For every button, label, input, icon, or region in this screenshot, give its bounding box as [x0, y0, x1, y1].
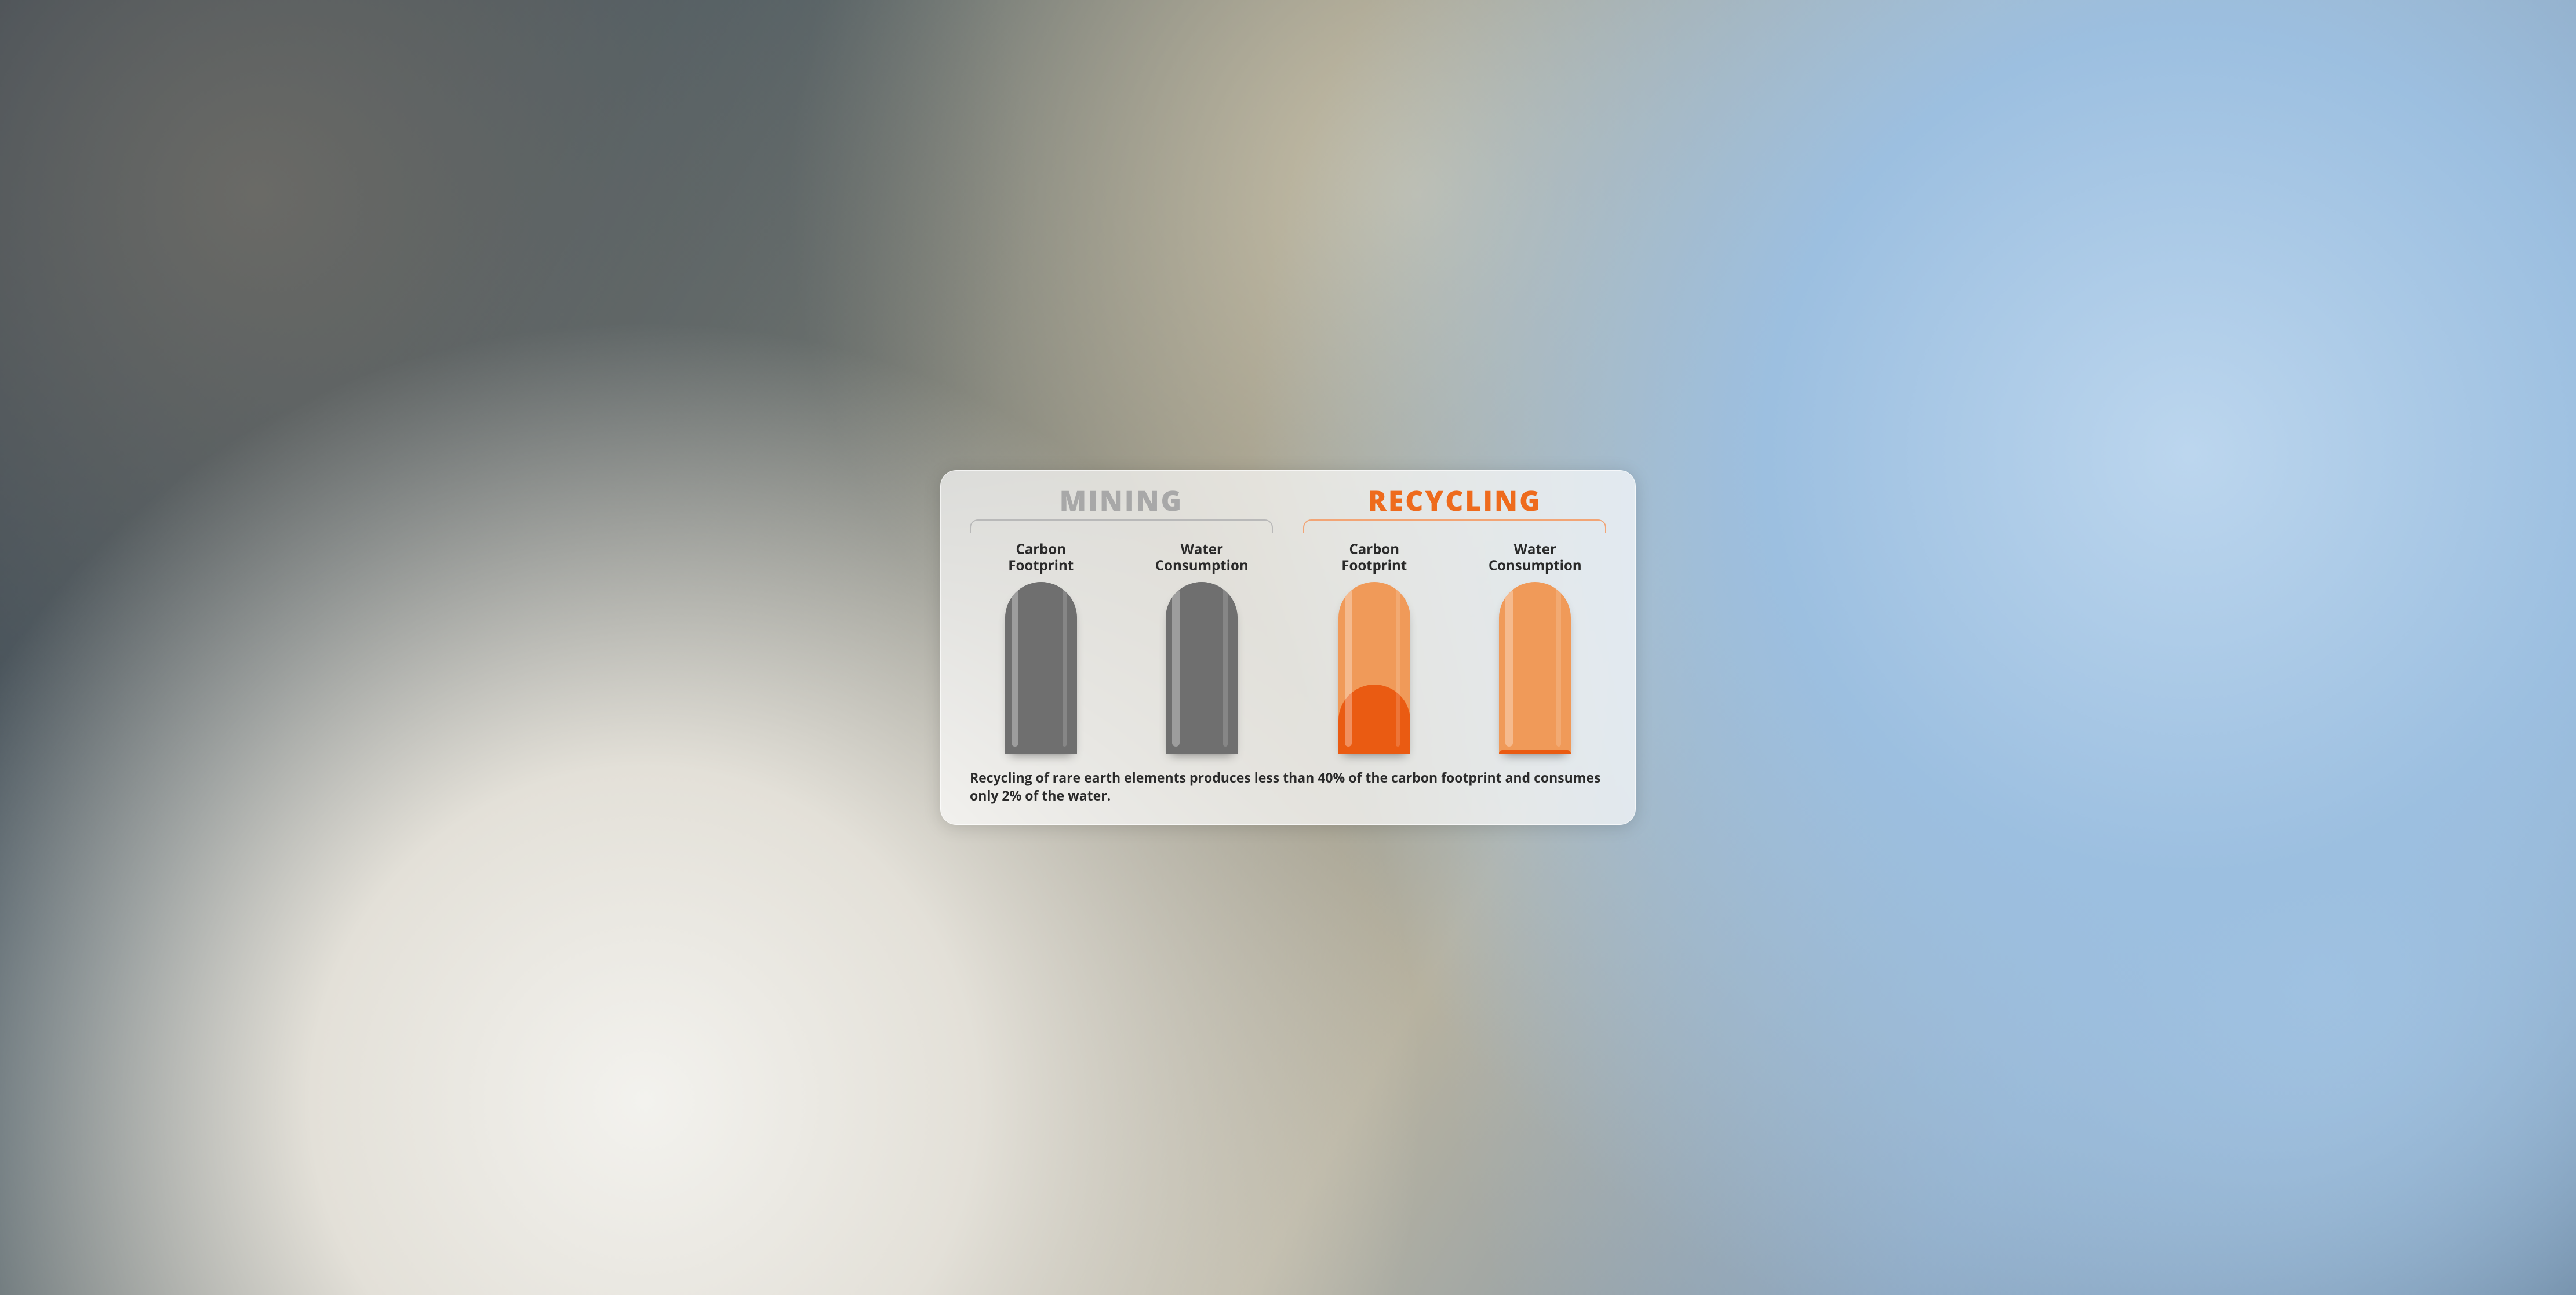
label-line: Consumption [1489, 556, 1582, 575]
metrics-row: Carbon Footprint Water Consumption [966, 536, 1610, 753]
infographic-card: MINING RECYCLING Carbon Footprint [940, 470, 1636, 824]
recycling-title-col: RECYCLING [1300, 487, 1610, 533]
label-line: Footprint [1341, 556, 1407, 575]
mining-carbon-metric: Carbon Footprint [966, 536, 1116, 753]
mining-bracket [970, 519, 1273, 533]
recycling-title: RECYCLING [1300, 487, 1610, 515]
mining-water-label: Water Consumption [1155, 541, 1249, 573]
recycling-carbon-fill [1338, 685, 1410, 753]
mining-title: MINING [966, 487, 1276, 515]
recycling-carbon-capsule [1338, 582, 1410, 754]
mining-carbon-label: Carbon Footprint [1008, 541, 1074, 573]
label-line: Consumption [1155, 556, 1249, 575]
titles-row: MINING RECYCLING [966, 487, 1610, 533]
capsule-sheen-left [1505, 588, 1512, 746]
mining-carbon-capsule [1005, 582, 1077, 754]
capsule-sheen-right [1556, 588, 1560, 746]
mining-water-capsule [1166, 582, 1238, 754]
mining-water-metric: Water Consumption [1127, 536, 1277, 753]
recycling-water-fill [1499, 750, 1571, 754]
recycling-carbon-metric: Carbon Footprint [1300, 536, 1449, 753]
recycling-bracket [1303, 519, 1606, 533]
mining-carbon-fill [1005, 582, 1077, 754]
recycling-metrics: Carbon Footprint Water Consumption [1300, 536, 1610, 753]
mining-water-fill [1166, 582, 1238, 754]
label-line: Footprint [1008, 556, 1074, 575]
recycling-water-label: Water Consumption [1489, 541, 1582, 573]
recycling-carbon-label: Carbon Footprint [1341, 541, 1407, 573]
mining-metrics: Carbon Footprint Water Consumption [966, 536, 1276, 753]
recycling-water-metric: Water Consumption [1461, 536, 1610, 753]
recycling-water-capsule [1499, 582, 1571, 754]
mining-title-col: MINING [966, 487, 1276, 533]
caption-text: Recycling of rare earth elements produce… [966, 769, 1610, 805]
